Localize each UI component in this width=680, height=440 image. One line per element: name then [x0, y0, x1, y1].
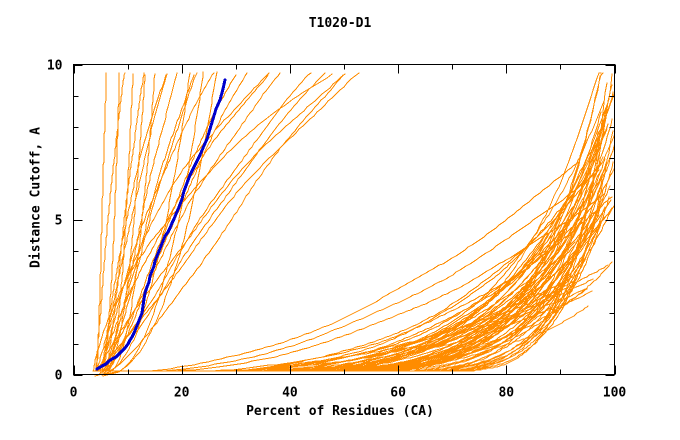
background-curve: [106, 104, 608, 372]
background-curve: [97, 161, 580, 372]
background-curve: [94, 169, 600, 372]
background-curve: [102, 199, 579, 372]
x-axis-label: Percent of Residues (CA): [246, 404, 434, 419]
highlight-curve: [95, 78, 227, 371]
background-curve: [99, 168, 615, 372]
page-title: T1020-D1: [308, 16, 372, 31]
background-curve: [97, 207, 592, 372]
background-curve: [96, 72, 107, 372]
background-curve: [98, 171, 591, 372]
background-curve: [103, 123, 609, 372]
background-curve: [92, 73, 333, 372]
background-curve: [101, 71, 218, 376]
x-tick-label: 80: [498, 386, 514, 401]
background-curve: [104, 192, 606, 372]
background-curve: [97, 196, 613, 372]
background-curve: [98, 272, 581, 372]
background-curve: [104, 73, 156, 375]
y-tick-label: 10: [47, 59, 63, 74]
background-curve: [100, 179, 603, 372]
background-curve: [94, 216, 575, 372]
background-curve: [106, 104, 608, 372]
background-curve: [103, 73, 134, 374]
background-curve: [93, 73, 346, 372]
background-curve: [102, 71, 204, 377]
y-tick-label: 0: [55, 369, 63, 384]
background-curve: [105, 82, 608, 372]
background-curve: [101, 72, 270, 372]
background-curve: [95, 72, 312, 372]
background-curve: [105, 72, 145, 372]
y-tick-label: 5: [55, 214, 63, 229]
background-curve: [102, 261, 613, 372]
x-tick-label: 0: [70, 386, 78, 401]
background-curve: [98, 251, 578, 372]
background-curve: [93, 73, 168, 372]
background-curve: [97, 169, 602, 372]
background-curve: [100, 74, 344, 372]
x-tick-label: 20: [174, 386, 190, 401]
background-curve: [102, 290, 593, 372]
background-curve: [96, 73, 613, 372]
background-curve: [96, 130, 606, 372]
background-curve: [104, 72, 178, 372]
x-tick-label: 100: [603, 386, 627, 401]
x-tick-label: 40: [282, 386, 298, 401]
series-group: [92, 71, 615, 377]
background-curve: [96, 196, 610, 372]
background-curve: [105, 74, 237, 372]
background-curve: [98, 72, 120, 376]
x-tick-label: 60: [390, 386, 406, 401]
axes-group: 0 20 40 60 80 100 0 5 10: [47, 59, 627, 401]
background-curve: [100, 74, 146, 374]
background-curve: [101, 72, 281, 372]
background-curve: [94, 72, 191, 377]
background-curve: [96, 213, 576, 372]
background-curve: [105, 72, 248, 372]
background-curve: [98, 162, 602, 372]
